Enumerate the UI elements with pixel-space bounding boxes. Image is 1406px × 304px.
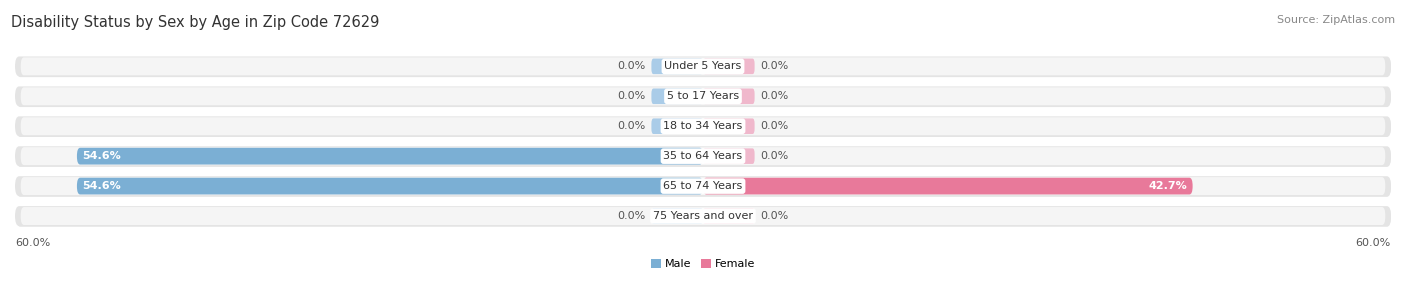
FancyBboxPatch shape xyxy=(21,207,1385,225)
FancyBboxPatch shape xyxy=(651,88,703,104)
FancyBboxPatch shape xyxy=(651,119,703,134)
Text: 0.0%: 0.0% xyxy=(761,151,789,161)
Text: Source: ZipAtlas.com: Source: ZipAtlas.com xyxy=(1277,15,1395,25)
Text: 0.0%: 0.0% xyxy=(761,91,789,101)
FancyBboxPatch shape xyxy=(15,86,1391,106)
Text: Under 5 Years: Under 5 Years xyxy=(665,61,741,71)
Text: 0.0%: 0.0% xyxy=(617,211,645,221)
Text: 35 to 64 Years: 35 to 64 Years xyxy=(664,151,742,161)
FancyBboxPatch shape xyxy=(15,176,1391,196)
FancyBboxPatch shape xyxy=(703,88,755,104)
FancyBboxPatch shape xyxy=(703,178,1192,195)
Legend: Male, Female: Male, Female xyxy=(647,254,759,274)
FancyBboxPatch shape xyxy=(21,147,1385,165)
FancyBboxPatch shape xyxy=(703,208,755,224)
FancyBboxPatch shape xyxy=(651,59,703,74)
Text: 42.7%: 42.7% xyxy=(1149,181,1187,191)
FancyBboxPatch shape xyxy=(15,117,1391,137)
Text: Disability Status by Sex by Age in Zip Code 72629: Disability Status by Sex by Age in Zip C… xyxy=(11,15,380,30)
Text: 0.0%: 0.0% xyxy=(761,61,789,71)
FancyBboxPatch shape xyxy=(21,117,1385,135)
FancyBboxPatch shape xyxy=(15,57,1391,77)
FancyBboxPatch shape xyxy=(15,146,1391,166)
FancyBboxPatch shape xyxy=(703,148,755,164)
FancyBboxPatch shape xyxy=(15,57,1391,76)
Text: 65 to 74 Years: 65 to 74 Years xyxy=(664,181,742,191)
Text: 54.6%: 54.6% xyxy=(83,151,121,161)
FancyBboxPatch shape xyxy=(651,208,703,224)
Text: 0.0%: 0.0% xyxy=(761,121,789,131)
Text: 0.0%: 0.0% xyxy=(761,211,789,221)
FancyBboxPatch shape xyxy=(15,207,1391,227)
Text: 75 Years and over: 75 Years and over xyxy=(652,211,754,221)
FancyBboxPatch shape xyxy=(15,147,1391,167)
FancyBboxPatch shape xyxy=(77,178,703,195)
FancyBboxPatch shape xyxy=(15,177,1391,197)
Text: 0.0%: 0.0% xyxy=(617,61,645,71)
FancyBboxPatch shape xyxy=(21,177,1385,195)
Text: 54.6%: 54.6% xyxy=(83,181,121,191)
Text: 0.0%: 0.0% xyxy=(617,91,645,101)
FancyBboxPatch shape xyxy=(77,148,703,164)
FancyBboxPatch shape xyxy=(15,116,1391,136)
FancyBboxPatch shape xyxy=(15,87,1391,107)
Text: 18 to 34 Years: 18 to 34 Years xyxy=(664,121,742,131)
FancyBboxPatch shape xyxy=(703,119,755,134)
Text: 0.0%: 0.0% xyxy=(617,121,645,131)
Text: 5 to 17 Years: 5 to 17 Years xyxy=(666,91,740,101)
FancyBboxPatch shape xyxy=(703,59,755,74)
FancyBboxPatch shape xyxy=(15,206,1391,226)
FancyBboxPatch shape xyxy=(21,57,1385,75)
FancyBboxPatch shape xyxy=(21,87,1385,105)
Text: 60.0%: 60.0% xyxy=(15,238,51,247)
Text: 60.0%: 60.0% xyxy=(1355,238,1391,247)
